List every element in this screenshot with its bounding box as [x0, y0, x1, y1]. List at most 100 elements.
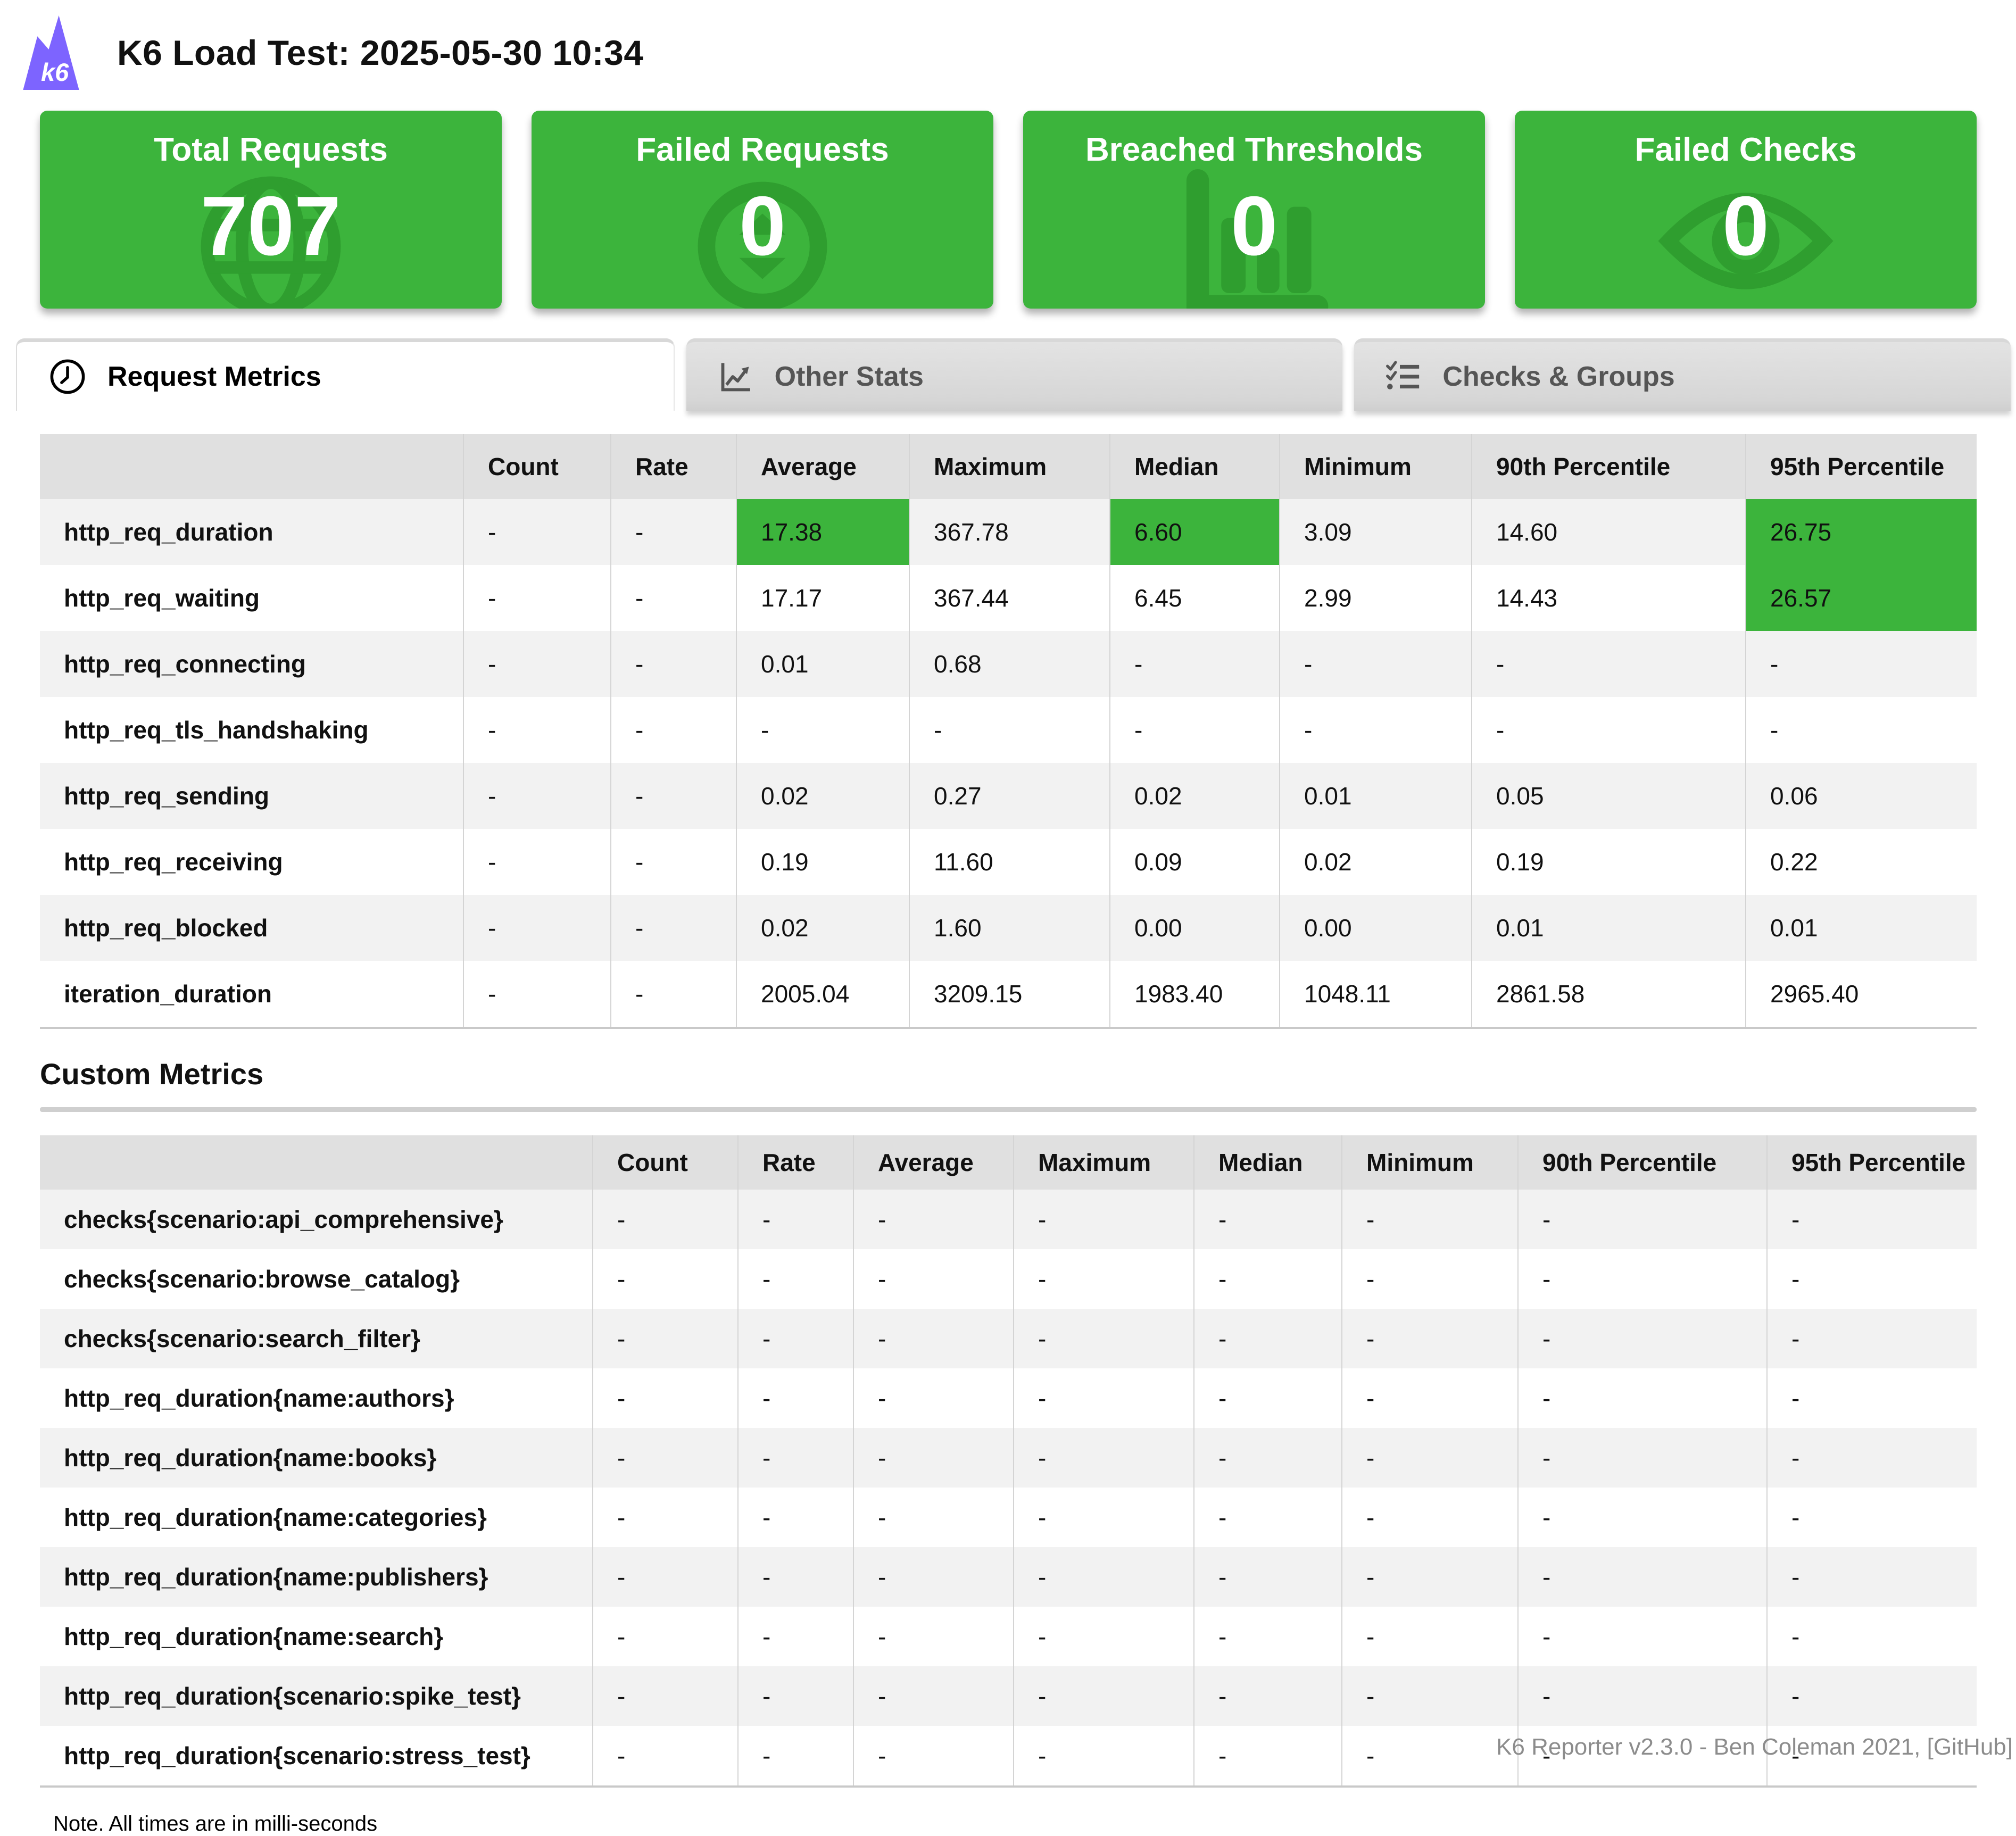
stat-card-value: 0	[739, 179, 786, 273]
metric-cell: 0.00	[1279, 895, 1472, 961]
metric-cell: -	[1341, 1368, 1518, 1428]
footer-credit: K6 Reporter v2.3.0 - Ben Coleman 2021, […	[1496, 1734, 2013, 1760]
metric-cell: -	[1013, 1428, 1194, 1488]
metric-cell: -	[853, 1368, 1014, 1428]
tab-other-stats[interactable]: Other Stats	[686, 338, 1343, 411]
metric-cell: 367.44	[909, 565, 1110, 631]
metric-cell: -	[463, 895, 611, 961]
metric-cell: -	[1279, 697, 1472, 763]
metric-cell: 3.09	[1279, 499, 1472, 565]
metric-cell: 14.60	[1471, 499, 1746, 565]
metric-cell: -	[1341, 1726, 1518, 1787]
metric-cell: 0.02	[1109, 763, 1280, 829]
tab-bar: Request Metrics Other Stats Checks & Gro…	[16, 338, 2011, 411]
column-header: 90th Percentile	[1517, 1135, 1767, 1190]
custom-metrics-heading: Custom Metrics	[40, 1057, 264, 1091]
bar-chart-icon	[1174, 169, 1334, 309]
metric-cell: -	[1013, 1666, 1194, 1726]
tab-checks-groups[interactable]: Checks & Groups	[1354, 338, 2011, 411]
globe-icon	[194, 169, 348, 309]
metric-name: http_req_duration{name:books}	[40, 1428, 593, 1488]
metric-cell: -	[1341, 1309, 1518, 1368]
table-row: http_req_duration{name:search} - - - - -…	[40, 1607, 1977, 1666]
custom-metrics-panel: Count Rate Average Maximum Median Minimu…	[40, 1135, 1977, 1788]
metric-cell: -	[592, 1190, 738, 1249]
column-header: Median	[1193, 1135, 1342, 1190]
metric-name: checks{scenario:api_comprehensive}	[40, 1190, 593, 1249]
metric-cell: -	[853, 1726, 1014, 1787]
metric-cell: -	[1766, 1666, 1977, 1726]
metric-cell: -	[1341, 1607, 1518, 1666]
metric-cell: -	[1013, 1488, 1194, 1547]
metric-cell: 367.78	[909, 499, 1110, 565]
metric-cell: -	[1013, 1190, 1194, 1249]
metric-cell: -	[1517, 1488, 1767, 1547]
metric-cell: -	[1471, 631, 1746, 697]
metric-cell: -	[853, 1249, 1014, 1309]
metric-cell: -	[1193, 1249, 1342, 1309]
metric-cell: 0.01	[1471, 895, 1746, 961]
metric-cell: -	[610, 763, 736, 829]
note-text: Note. All times are in milli-seconds	[53, 1812, 378, 1835]
metric-cell: -	[592, 1488, 738, 1547]
checklist-icon	[1386, 361, 1420, 389]
column-header	[40, 434, 463, 499]
table-row: http_req_duration{name:publishers} - - -…	[40, 1547, 1977, 1607]
metric-cell: 3209.15	[909, 961, 1110, 1028]
column-header: Maximum	[909, 434, 1110, 499]
stat-card-failed-requests: Failed Requests 0	[532, 111, 993, 309]
metric-cell: 0.01	[1745, 895, 1977, 961]
column-header: Count	[463, 434, 611, 499]
stat-card-total-requests: Total Requests 707	[40, 111, 502, 309]
metric-cell: -	[737, 1190, 853, 1249]
metric-name: iteration_duration	[64, 980, 272, 1008]
request-metrics-panel: Count Rate Average Maximum Median Minimu…	[40, 434, 1977, 1029]
stat-card-value: 707	[201, 179, 341, 273]
metric-cell: -	[1013, 1249, 1194, 1309]
metric-cell: -	[592, 1249, 738, 1309]
metric-cell: 17.17	[736, 565, 909, 631]
metric-cell: -	[737, 1428, 853, 1488]
metric-cell: -	[909, 697, 1110, 763]
table-row: http_req_duration - - 17.38 367.78 6.60 …	[40, 499, 1977, 565]
metric-cell: -	[737, 1607, 853, 1666]
table-row: checks{scenario:api_comprehensive} - - -…	[40, 1190, 1977, 1249]
table-row: http_req_connecting - - 0.01 0.68 - - - …	[40, 631, 1977, 697]
table-row: http_req_sending - - 0.02 0.27 0.02 0.01…	[40, 763, 1977, 829]
line-chart-icon	[721, 362, 750, 391]
metric-cell: -	[1193, 1547, 1342, 1607]
metric-cell: -	[1193, 1607, 1342, 1666]
metric-cell: -	[1517, 1249, 1767, 1309]
stat-cards-row: Total Requests 707 Failed Requests 0 Bre…	[40, 111, 1977, 309]
metric-name: checks{scenario:browse_catalog}	[64, 1265, 460, 1293]
metric-cell: -	[1517, 1607, 1767, 1666]
metric-cell-highlight: 6.60	[1109, 499, 1280, 565]
metric-cell: -	[592, 1666, 738, 1726]
metric-cell: 1.60	[909, 895, 1110, 961]
metric-cell: -	[1766, 1249, 1977, 1309]
metric-cell: -	[1517, 1309, 1767, 1368]
metric-cell: 2.99	[1279, 565, 1472, 631]
metric-cell: -	[1279, 631, 1472, 697]
metric-cell-highlight: 17.38	[736, 499, 909, 565]
metric-cell: -	[1013, 1726, 1194, 1787]
table-row: http_req_duration{name:books} - - - - - …	[40, 1428, 1977, 1488]
metric-cell: -	[1193, 1368, 1342, 1428]
metric-cell: -	[1013, 1368, 1194, 1428]
request-metrics-table: Count Rate Average Maximum Median Minimu…	[40, 434, 1977, 1029]
metric-cell: -	[1193, 1428, 1342, 1488]
metric-cell: -	[1745, 631, 1977, 697]
metric-cell: 0.19	[736, 829, 909, 895]
metric-cell: -	[1341, 1488, 1518, 1547]
metric-cell: -	[1766, 1190, 1977, 1249]
metric-cell: -	[463, 763, 611, 829]
stat-card-failed-checks: Failed Checks 0	[1515, 111, 1977, 309]
table-row: http_req_duration{name:authors} - - - - …	[40, 1368, 1977, 1428]
column-header: 95th Percentile	[1766, 1135, 1977, 1190]
metric-cell: -	[853, 1547, 1014, 1607]
metric-cell: -	[463, 565, 611, 631]
github-link[interactable]: [GitHub]	[1927, 1734, 2013, 1760]
tab-request-metrics[interactable]: Request Metrics	[16, 338, 675, 411]
metric-cell: 0.02	[1279, 829, 1472, 895]
metric-cell: 1048.11	[1279, 961, 1472, 1028]
